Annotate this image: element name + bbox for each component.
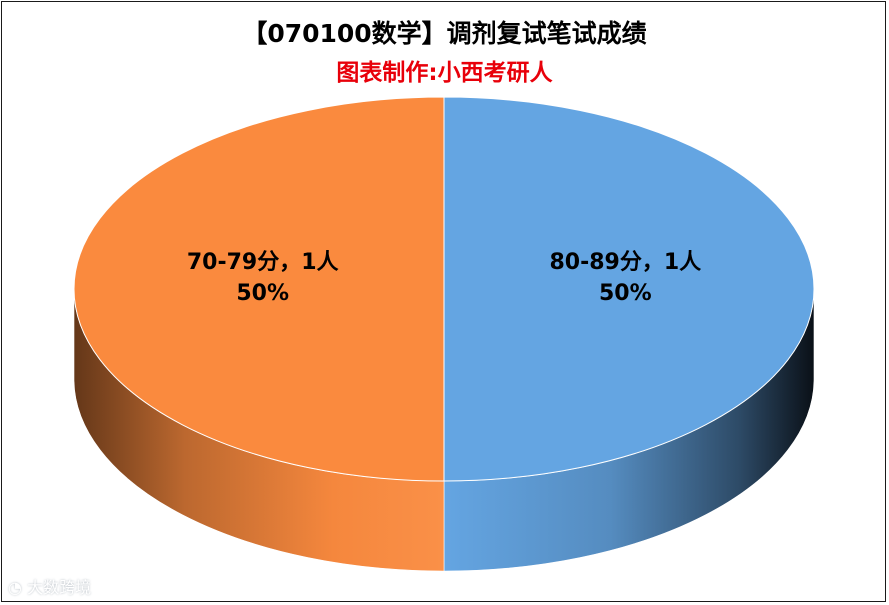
slice-percent-label-0: 50%	[599, 281, 652, 306]
watermark-logo-icon: ◔	[8, 578, 22, 597]
chart-title: 【070100数学】调剂复试笔试成绩	[242, 19, 647, 48]
slice-category-label-0: 80-89分，1人	[549, 250, 701, 275]
slice-percent-label-1: 50%	[236, 281, 289, 306]
slice-category-label-1: 70-79分，1人	[187, 250, 339, 275]
chart-subtitle: 图表制作:小西考研人	[336, 60, 553, 86]
pie-slice-0[interactable]	[443, 96, 815, 482]
watermark-text: 大数跨境	[27, 578, 92, 597]
watermark: ◔ 大数跨境	[8, 574, 91, 598]
pie-slice-1[interactable]	[73, 96, 445, 482]
